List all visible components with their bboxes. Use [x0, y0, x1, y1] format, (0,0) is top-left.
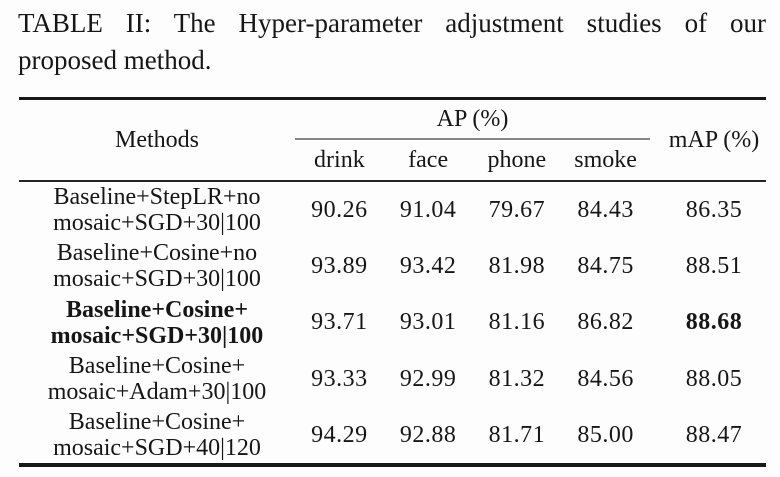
- method-line: Baseline+Cosine+: [68, 353, 246, 380]
- ap-phone-value: 81.16: [488, 309, 546, 336]
- method-cell: Baseline+Cosine+ mosaic+SGD+30|100: [19, 297, 295, 349]
- ap-phone-value: 81.71: [488, 421, 546, 448]
- table-row-highlighted: Baseline+Cosine+ mosaic+SGD+30|100 93.71…: [19, 295, 766, 351]
- ap-face-value: 92.88: [399, 421, 457, 448]
- ap-drink-value: 93.33: [311, 365, 368, 392]
- hyperparameter-results-table: Methods AP (%) drink face phone smoke mA…: [19, 97, 766, 468]
- table-row: Baseline+Cosine+ mosaic+SGD+40|120 94.29…: [19, 407, 766, 463]
- method-line: Baseline+Cosine+no: [56, 240, 258, 267]
- ap-smoke-value: 84.43: [577, 196, 634, 223]
- ap-drink-value: 93.89: [311, 252, 368, 279]
- column-header-smoke: smoke: [574, 146, 637, 173]
- method-cell: Baseline+StepLR+no mosaic+SGD+30|100: [19, 184, 295, 236]
- column-group-ap: AP (%) drink face phone smoke: [295, 100, 650, 180]
- column-header-map: mAP (%): [668, 126, 760, 153]
- ap-smoke-value: 85.00: [577, 421, 634, 448]
- method-line: Baseline+Cosine+: [68, 409, 246, 436]
- column-header-phone: phone: [487, 146, 547, 173]
- table-caption: TABLE II: The Hyper-parameter adjustment…: [18, 5, 766, 79]
- ap-phone-value: 81.98: [488, 252, 546, 279]
- method-line: mosaic+SGD+40|120: [53, 435, 261, 462]
- method-line: mosaic+SGD+30|100: [53, 210, 261, 237]
- map-value: 88.47: [685, 421, 743, 448]
- table-caption-line-1: TABLE II: The Hyper-parameter adjustment…: [18, 8, 766, 38]
- column-group-header-ap: AP (%): [295, 100, 650, 140]
- map-value: 88.05: [685, 365, 743, 392]
- ap-drink-value: 90.26: [311, 196, 368, 223]
- column-header-face: face: [408, 146, 449, 173]
- table-caption-line-2: proposed method.: [18, 45, 212, 75]
- table-body: Baseline+StepLR+no mosaic+SGD+30|100 90.…: [19, 182, 766, 468]
- table-row: Baseline+Cosine+no mosaic+SGD+30|100 93.…: [19, 238, 766, 294]
- ap-face-value: 91.04: [399, 196, 457, 223]
- method-cell: Baseline+Cosine+ mosaic+SGD+40|120: [19, 409, 295, 461]
- ap-drink-value: 93.71: [311, 309, 368, 336]
- table-row: Baseline+Cosine+ mosaic+Adam+30|100 93.3…: [19, 351, 766, 407]
- method-line: mosaic+SGD+30|100: [53, 266, 261, 293]
- ap-face-value: 93.01: [399, 309, 457, 336]
- ap-smoke-value: 84.56: [577, 365, 634, 392]
- method-cell: Baseline+Cosine+ mosaic+Adam+30|100: [19, 353, 295, 405]
- ap-phone-value: 81.32: [488, 365, 546, 392]
- ap-phone-value: 79.67: [488, 196, 546, 223]
- method-line: mosaic+SGD+30|100: [50, 322, 264, 349]
- ap-subheader-row: drink face phone smoke: [295, 140, 650, 180]
- ap-face-value: 93.42: [399, 252, 457, 279]
- method-line: mosaic+Adam+30|100: [47, 379, 267, 406]
- table-row: Baseline+StepLR+no mosaic+SGD+30|100 90.…: [19, 182, 766, 238]
- column-header-methods: Methods: [115, 126, 199, 153]
- map-value: 88.51: [685, 252, 743, 279]
- ap-smoke-value: 84.75: [577, 252, 634, 279]
- ap-drink-value: 94.29: [311, 421, 368, 448]
- ap-face-value: 92.99: [399, 365, 457, 392]
- column-header-drink: drink: [314, 146, 365, 173]
- method-line: Baseline+StepLR+no: [53, 184, 261, 211]
- method-line: Baseline+Cosine+: [65, 296, 249, 323]
- table-header: Methods AP (%) drink face phone smoke mA…: [19, 100, 766, 182]
- map-value: 86.35: [685, 196, 743, 223]
- ap-smoke-value: 86.82: [577, 309, 634, 336]
- method-cell: Baseline+Cosine+no mosaic+SGD+30|100: [19, 240, 295, 292]
- map-value: 88.68: [685, 309, 743, 336]
